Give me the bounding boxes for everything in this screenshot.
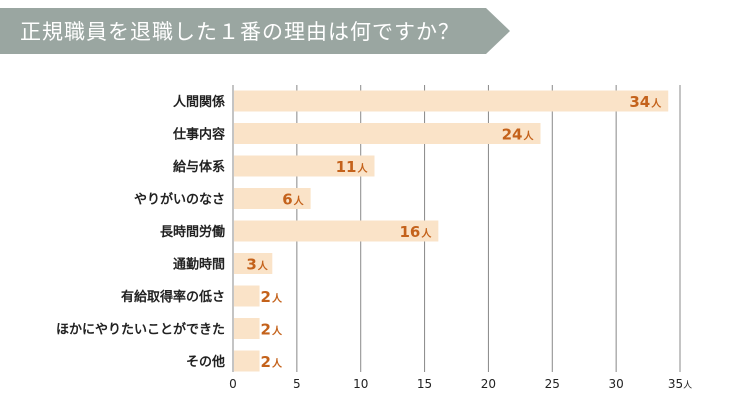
x-tick-label: 0 (229, 377, 237, 391)
data-label-unit: 人 (272, 292, 283, 305)
data-label-unit: 人 (272, 325, 283, 338)
bar (234, 155, 375, 177)
category-label: 仕事内容 (172, 127, 225, 143)
category-label: 給与体系 (173, 159, 225, 175)
category-label: 長時間労働 (160, 224, 225, 240)
category-label: その他 (186, 354, 225, 370)
bar (234, 188, 311, 209)
category-label: ほかにやりたいことができた (56, 322, 225, 338)
data-label: 2人 (261, 288, 283, 306)
data-label-unit: 人 (421, 227, 432, 240)
bar (234, 350, 260, 372)
x-tick-label: 20 (481, 377, 496, 391)
data-label-unit: 人 (294, 195, 305, 208)
x-tick-label: 15 (417, 377, 432, 391)
x-tick-label: 10 (353, 377, 368, 391)
category-label: 人間関係 (173, 94, 225, 110)
category-label: 有給取得率の低さ (121, 289, 225, 305)
x-tick-label: 5 (293, 377, 301, 391)
bar (234, 90, 669, 112)
data-label: 2人 (261, 353, 283, 371)
bar (234, 285, 260, 307)
data-label-unit: 人 (524, 130, 535, 143)
x-tick-label: 25 (545, 377, 560, 391)
data-label-unit: 人 (357, 162, 368, 175)
category-label: やりがいのなさ (134, 192, 225, 208)
page-title: 正規職員を退職した１番の理由は何ですか？ (20, 20, 460, 44)
bar (234, 123, 541, 144)
x-tick-label: 35人 (668, 377, 692, 391)
bar (234, 253, 273, 274)
data-label-unit: 人 (258, 260, 269, 273)
title-banner: 正規職員を退職した１番の理由は何ですか？ (0, 8, 510, 54)
data-label: 2人 (261, 321, 283, 339)
data-label-unit: 人 (651, 97, 662, 110)
data-label-unit: 人 (272, 357, 283, 370)
x-tick-label: 30 (609, 377, 624, 391)
bar (234, 220, 439, 242)
bar (234, 318, 260, 339)
category-label: 通勤時間 (173, 257, 225, 273)
x-tick-unit: 人 (683, 380, 692, 391)
